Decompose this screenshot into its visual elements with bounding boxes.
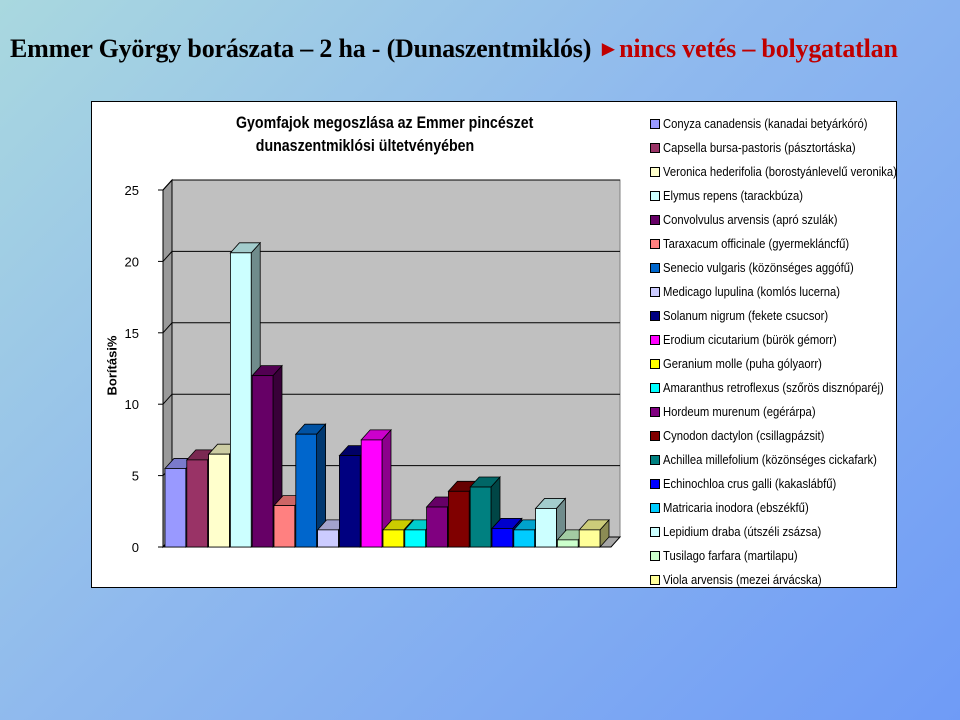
- legend-swatch-12: [650, 383, 660, 393]
- y-tick-label-0: 0: [132, 540, 139, 555]
- legend-swatch-1: [650, 119, 660, 129]
- legend-item-16: Echinochloa crus galli (kakaslábfű): [650, 472, 923, 496]
- legend-label-4: Elymus repens (tarackbúza): [663, 189, 804, 203]
- legend-label-14: Cynodon dactylon (csillagpázsit): [663, 429, 825, 443]
- legend-label-13: Hordeum murenum (egérárpa): [663, 405, 816, 419]
- arrow-icon: ►: [597, 36, 620, 61]
- y-tick-label-5: 5: [132, 469, 139, 484]
- legend-swatch-3: [650, 167, 660, 177]
- legend-label-5: Convolvulus arvensis (apró szulák): [663, 213, 838, 227]
- legend-label-2: Capsella bursa-pastoris (pásztortáska): [663, 141, 856, 155]
- legend-label-17: Matricaria inodora (ebszékfű): [663, 501, 809, 515]
- y-tick-label-20: 20: [125, 254, 139, 269]
- legend-item-6: Taraxacum officinale (gyermekláncfű): [650, 232, 923, 256]
- legend-swatch-9: [650, 311, 660, 321]
- legend-label-18: Lepidium draba (útszéli zsázsa): [663, 525, 822, 539]
- bar-7: [294, 423, 327, 549]
- chart-legend: Conyza canadensis (kanadai betyárkóró) Ca…: [650, 112, 923, 592]
- legend-item-4: Elymus repens (tarackbúza): [650, 184, 923, 208]
- legend-item-20: Viola arvensis (mezei árvácska): [650, 568, 923, 592]
- legend-swatch-6: [650, 239, 660, 249]
- legend-item-9: Solanum nigrum (fekete csucsor): [650, 304, 923, 328]
- y-tick-label-10: 10: [125, 397, 139, 412]
- legend-item-19: Tusilago farfara (martilapu): [650, 544, 923, 568]
- legend-item-10: Erodium cicutarium (bürök gémorr): [650, 328, 923, 352]
- legend-swatch-11: [650, 359, 660, 369]
- bar-5: [251, 364, 283, 549]
- chart-title-line-1: Gyomfajok megoszlása az Emmer pincészet: [236, 114, 534, 132]
- legend-swatch-14: [650, 431, 660, 441]
- legend-swatch-20: [650, 575, 660, 585]
- legend-swatch-18: [650, 527, 660, 537]
- legend-label-15: Achillea millefolium (közönséges cickafa…: [663, 453, 877, 467]
- legend-item-11: Geranium molle (puha gólyaorr): [650, 352, 923, 376]
- slide-title: Emmer György borászata – 2 ha - (Dunasze…: [10, 34, 955, 64]
- legend-item-1: Conyza canadensis (kanadai betyárkóró): [650, 112, 923, 136]
- legend-item-5: Convolvulus arvensis (apró szulák): [650, 208, 923, 232]
- bar-10: [360, 428, 392, 549]
- y-tick-label-25: 25: [125, 183, 139, 198]
- y-axis-label: Borítási%: [104, 335, 120, 396]
- legend-swatch-8: [650, 287, 660, 297]
- legend-label-7: Senecio vulgaris (közönséges aggófű): [663, 261, 854, 275]
- legend-item-3: Veronica hederifolia (borostyánlevelű ve…: [650, 160, 923, 184]
- legend-swatch-5: [650, 215, 660, 225]
- legend-label-10: Erodium cicutarium (bürök gémorr): [663, 333, 837, 347]
- legend-label-3: Veronica hederifolia (borostyánlevelű ve…: [663, 165, 897, 179]
- legend-item-14: Cynodon dactylon (csillagpázsit): [650, 424, 923, 448]
- legend-swatch-10: [650, 335, 660, 345]
- legend-item-8: Medicago lupulina (komlós lucerna): [650, 280, 923, 304]
- legend-swatch-15: [650, 455, 660, 465]
- legend-item-13: Hordeum murenum (egérárpa): [650, 400, 923, 424]
- legend-label-1: Conyza canadensis (kanadai betyárkóró): [663, 117, 868, 131]
- gridline-20: [162, 250, 620, 262]
- legend-swatch-4: [650, 191, 660, 201]
- legend-label-20: Viola arvensis (mezei árvácska): [663, 573, 822, 587]
- legend-swatch-2: [650, 143, 660, 153]
- legend-swatch-17: [650, 503, 660, 513]
- slide-title-accent: nincs vetés – bolygatatlan: [619, 34, 898, 63]
- legend-label-12: Amaranthus retroflexus (szőrös disznópar…: [663, 381, 884, 395]
- slide-title-main: Emmer György borászata – 2 ha - (Dunasze…: [10, 34, 592, 63]
- y-tick-label-15: 15: [125, 326, 139, 341]
- legend-swatch-7: [650, 263, 660, 273]
- legend-item-15: Achillea millefolium (közönséges cickafa…: [650, 448, 923, 472]
- legend-item-2: Capsella bursa-pastoris (pásztortáska): [650, 136, 923, 160]
- gridline-10: [162, 393, 620, 405]
- legend-swatch-16: [650, 479, 660, 489]
- legend-swatch-19: [650, 551, 660, 561]
- gridline-25: [162, 179, 620, 191]
- legend-label-19: Tusilago farfara (martilapu): [663, 549, 798, 563]
- legend-swatch-13: [650, 407, 660, 417]
- chart-title: Gyomfajok megoszlása az Emmer pincészet …: [215, 112, 534, 158]
- legend-label-9: Solanum nigrum (fekete csucsor): [663, 309, 829, 323]
- legend-label-16: Echinochloa crus galli (kakaslábfű): [663, 477, 837, 491]
- legend-label-8: Medicago lupulina (komlós lucerna): [663, 285, 840, 299]
- legend-item-12: Amaranthus retroflexus (szőrös disznópar…: [650, 376, 923, 400]
- legend-label-11: Geranium molle (puha gólyaorr): [663, 357, 822, 371]
- gridline-15: [162, 322, 620, 334]
- legend-item-7: Senecio vulgaris (közönséges aggófű): [650, 256, 923, 280]
- legend-item-18: Lepidium draba (útszéli zsázsa): [650, 520, 923, 544]
- legend-label-6: Taraxacum officinale (gyermekláncfű): [663, 237, 850, 251]
- chart-title-line-2: dunaszentmiklósi ültetvényében: [255, 137, 475, 155]
- bar-20: [578, 518, 610, 549]
- legend-item-17: Matricaria inodora (ebszékfű): [650, 496, 923, 520]
